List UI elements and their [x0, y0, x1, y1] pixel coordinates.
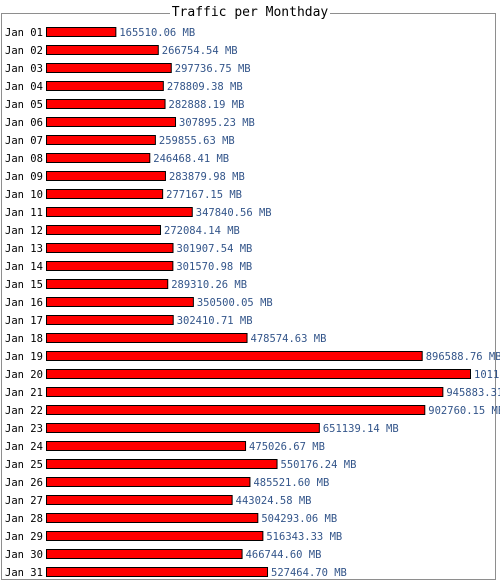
value-label: 301907.54 MB [177, 243, 253, 255]
day-label: Jan 20 [5, 369, 43, 381]
day-label: Jan 21 [5, 387, 43, 399]
day-label: Jan 08 [5, 153, 43, 165]
value-label: 527464.70 MB [271, 567, 347, 579]
value-label: 307895.23 MB [179, 117, 255, 129]
value-label: 945883.31 MB [446, 387, 500, 399]
traffic-bar [46, 297, 194, 307]
value-label: 475026.67 MB [249, 441, 325, 453]
day-label: Jan 27 [5, 495, 43, 507]
traffic-bar [46, 261, 174, 271]
value-label: 301570.98 MB [176, 261, 252, 273]
value-label: 283879.98 MB [169, 171, 245, 183]
traffic-bar [46, 387, 444, 397]
value-label: 278809.38 MB [167, 81, 243, 93]
value-label: 896588.76 MB [426, 351, 500, 363]
value-label: 350500.05 MB [197, 297, 273, 309]
traffic-bar [46, 243, 174, 253]
value-label: 259855.63 MB [159, 135, 235, 147]
day-label: Jan 30 [5, 549, 43, 561]
day-label: Jan 16 [5, 297, 43, 309]
day-label: Jan 05 [5, 99, 43, 111]
traffic-bar [46, 45, 159, 55]
day-label: Jan 18 [5, 333, 43, 345]
value-label: 266754.54 MB [162, 45, 238, 57]
traffic-bar [46, 459, 278, 469]
traffic-bar [46, 81, 164, 91]
day-label: Jan 15 [5, 279, 43, 291]
day-label: Jan 09 [5, 171, 43, 183]
traffic-bar [46, 207, 193, 217]
day-label: Jan 28 [5, 513, 43, 525]
day-label: Jan 04 [5, 81, 43, 93]
traffic-bar [46, 27, 117, 37]
value-label: 516343.33 MB [266, 531, 342, 543]
day-label: Jan 24 [5, 441, 43, 453]
day-label: Jan 19 [5, 351, 43, 363]
traffic-bar [46, 189, 164, 199]
value-label: 485521.60 MB [253, 477, 329, 489]
day-label: Jan 01 [5, 27, 43, 39]
traffic-bar [46, 513, 259, 523]
day-label: Jan 17 [5, 315, 43, 327]
day-label: Jan 31 [5, 567, 43, 579]
traffic-bar [46, 495, 233, 505]
traffic-bar [46, 153, 151, 163]
traffic-bar [46, 423, 320, 433]
day-label: Jan 14 [5, 261, 43, 273]
chart-title-wrap: Traffic per Monthday [0, 4, 500, 22]
traffic-bar [46, 63, 172, 73]
value-label: 277167.15 MB [166, 189, 242, 201]
traffic-bar [46, 549, 243, 559]
day-label: Jan 10 [5, 189, 43, 201]
value-label: 246468.41 MB [153, 153, 229, 165]
chart-title: Traffic per Monthday [169, 5, 331, 20]
traffic-bar [46, 225, 162, 235]
traffic-bar [46, 351, 423, 361]
day-label: Jan 06 [5, 117, 43, 129]
traffic-bar [46, 477, 251, 487]
day-label: Jan 23 [5, 423, 43, 435]
traffic-bar [46, 567, 269, 577]
day-label: Jan 22 [5, 405, 43, 417]
traffic-bar [46, 405, 426, 415]
traffic-bar [46, 333, 248, 343]
value-label: 466744.60 MB [246, 549, 322, 561]
traffic-bar [46, 441, 247, 451]
day-label: Jan 07 [5, 135, 43, 147]
day-label: Jan 29 [5, 531, 43, 543]
day-label: Jan 02 [5, 45, 43, 57]
value-label: 165510.06 MB [119, 27, 195, 39]
day-label: Jan 13 [5, 243, 43, 255]
day-label: Jan 11 [5, 207, 43, 219]
value-label: 504293.06 MB [261, 513, 337, 525]
value-label: 1011864.51 MB [474, 369, 500, 381]
traffic-bar [46, 279, 169, 289]
value-label: 289310.26 MB [171, 279, 247, 291]
value-label: 347840.56 MB [196, 207, 272, 219]
traffic-bar [46, 531, 264, 541]
value-label: 478574.63 MB [251, 333, 327, 345]
value-label: 550176.24 MB [281, 459, 357, 471]
traffic-bar [46, 117, 177, 127]
traffic-bar [46, 135, 156, 145]
traffic-bar [46, 315, 174, 325]
day-label: Jan 03 [5, 63, 43, 75]
value-label: 272084.14 MB [164, 225, 240, 237]
value-label: 282888.19 MB [169, 99, 245, 111]
value-label: 651139.14 MB [323, 423, 399, 435]
value-label: 443024.58 MB [236, 495, 312, 507]
traffic-bar [46, 369, 471, 379]
traffic-bar [46, 99, 166, 109]
traffic-bar [46, 171, 166, 181]
day-label: Jan 25 [5, 459, 43, 471]
value-label: 302410.71 MB [177, 315, 253, 327]
value-label: 297736.75 MB [175, 63, 251, 75]
day-label: Jan 12 [5, 225, 43, 237]
value-label: 902760.15 MB [428, 405, 500, 417]
day-label: Jan 26 [5, 477, 43, 489]
